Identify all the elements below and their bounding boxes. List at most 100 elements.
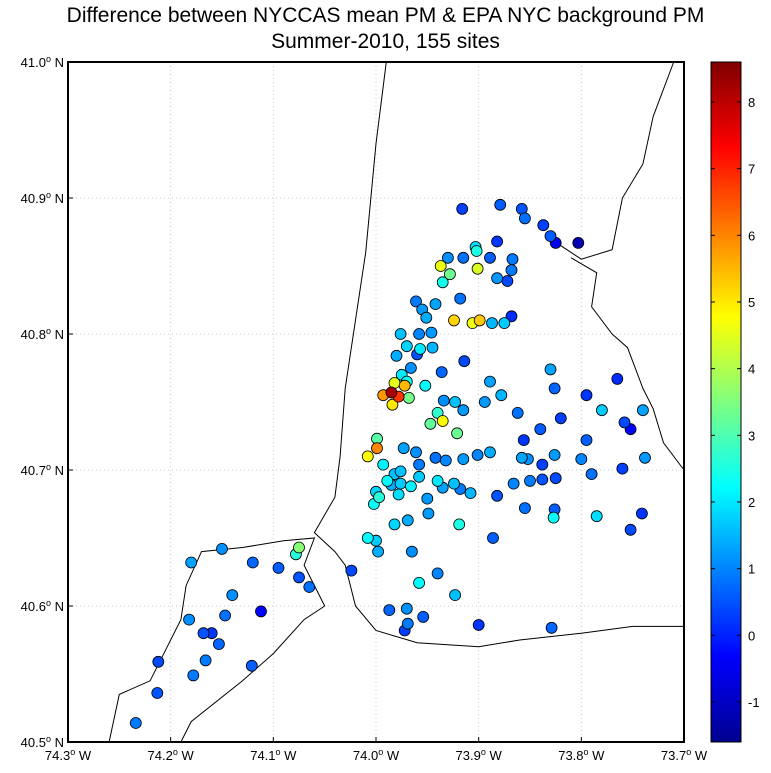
site-marker xyxy=(491,235,504,248)
site-marker xyxy=(293,571,305,584)
colorbar xyxy=(710,61,742,743)
site-marker xyxy=(507,477,520,490)
x-axis-ticks: 74.3o W 74.2o W 74.1o W 74.0o W 73.9o W 73.8o… xyxy=(45,737,708,763)
site-marker xyxy=(413,470,426,483)
site-marker xyxy=(636,507,648,520)
colorbar-ticks: 8 7 6 5 4 3 2 1 0 -1 xyxy=(711,95,760,710)
site-marker xyxy=(572,236,585,249)
site-marker xyxy=(536,458,549,471)
site-marker xyxy=(392,488,405,501)
site-marker xyxy=(413,577,426,589)
site-marker xyxy=(596,404,608,417)
site-marker xyxy=(422,507,435,520)
x-tick-label: 73.8o W xyxy=(558,747,605,763)
x-tick-label: 74.1o W xyxy=(250,747,297,763)
site-marker xyxy=(425,326,438,339)
y-tick-label: 40.8o N xyxy=(21,326,64,342)
site-marker xyxy=(439,454,452,467)
colorbar-tick-label: 0 xyxy=(748,628,755,643)
site-marker xyxy=(371,442,383,455)
site-marker xyxy=(473,314,486,327)
coastline-path xyxy=(108,537,326,743)
site-marker xyxy=(453,518,466,531)
site-marker xyxy=(537,219,550,232)
site-marker xyxy=(437,394,450,407)
site-marker xyxy=(616,462,629,475)
colorbar-tick-label: 3 xyxy=(748,428,755,443)
site-marker xyxy=(187,669,200,682)
y-tick-label: 40.5o N xyxy=(21,734,64,750)
site-marker xyxy=(431,567,444,580)
site-marker xyxy=(590,510,603,523)
site-marker xyxy=(413,458,426,471)
site-marker xyxy=(487,532,499,544)
site-marker xyxy=(618,416,631,429)
site-marker xyxy=(405,545,418,558)
colorbar-tick-label: 7 xyxy=(748,162,755,177)
site-marker xyxy=(580,434,593,447)
site-marker xyxy=(185,556,198,569)
coastline-path xyxy=(550,61,675,260)
site-marker xyxy=(575,453,588,466)
site-marker xyxy=(293,541,305,554)
coastline xyxy=(108,61,685,743)
site-marker xyxy=(624,523,637,536)
site-marker xyxy=(448,314,460,327)
site-marker xyxy=(400,340,413,353)
site-marker xyxy=(426,341,439,354)
site-marker xyxy=(421,492,434,505)
site-marker xyxy=(456,202,469,215)
site-marker xyxy=(151,687,164,699)
site-marker xyxy=(548,382,561,395)
site-marker xyxy=(383,604,396,616)
site-marker xyxy=(424,417,437,430)
site-marker xyxy=(486,317,498,330)
site-marker xyxy=(401,514,414,527)
colorbar-tick-label: -1 xyxy=(748,695,760,710)
site-marker xyxy=(449,589,462,601)
site-marker xyxy=(471,262,484,275)
site-marker xyxy=(345,564,358,577)
site-marker xyxy=(414,343,427,355)
site-marker xyxy=(454,292,467,305)
site-marker xyxy=(478,396,491,408)
site-marker xyxy=(524,474,536,487)
site-marker xyxy=(394,328,407,340)
site-marker xyxy=(484,446,496,459)
site-marker xyxy=(491,272,504,285)
x-tick-label: 74.3o W xyxy=(45,747,92,763)
site-marker xyxy=(152,655,165,668)
y-tick-label: 40.9o N xyxy=(21,190,64,206)
site-marker xyxy=(404,362,417,374)
site-marker xyxy=(372,545,385,558)
coastline-path xyxy=(313,61,684,648)
site-marker xyxy=(361,532,374,544)
site-marker xyxy=(429,451,442,464)
site-marker xyxy=(303,581,316,593)
site-marker xyxy=(519,502,531,515)
y-tick-label: 40.7o N xyxy=(21,462,64,478)
site-marker xyxy=(457,404,470,417)
x-tick-label: 73.7o W xyxy=(661,747,708,763)
colorbar-tick-label: 8 xyxy=(748,95,755,110)
colorbar-tick-label: 5 xyxy=(748,295,755,310)
site-marker xyxy=(434,260,447,272)
site-marker xyxy=(381,474,394,487)
site-marker xyxy=(390,349,403,362)
site-marker xyxy=(484,375,496,388)
site-marker xyxy=(431,474,444,487)
site-marker xyxy=(245,659,258,672)
site-marker xyxy=(470,245,483,257)
colorbar-tick-label: 4 xyxy=(748,362,755,377)
site-marker xyxy=(494,198,507,211)
site-marker xyxy=(495,389,508,402)
site-marker xyxy=(388,518,401,531)
coastline-path xyxy=(570,257,685,471)
site-marker xyxy=(385,386,398,399)
site-marker xyxy=(580,389,593,402)
site-marker xyxy=(436,276,449,289)
site-marker xyxy=(515,451,528,464)
site-marker xyxy=(386,398,399,411)
site-marker xyxy=(511,406,524,419)
site-marker xyxy=(519,212,531,225)
